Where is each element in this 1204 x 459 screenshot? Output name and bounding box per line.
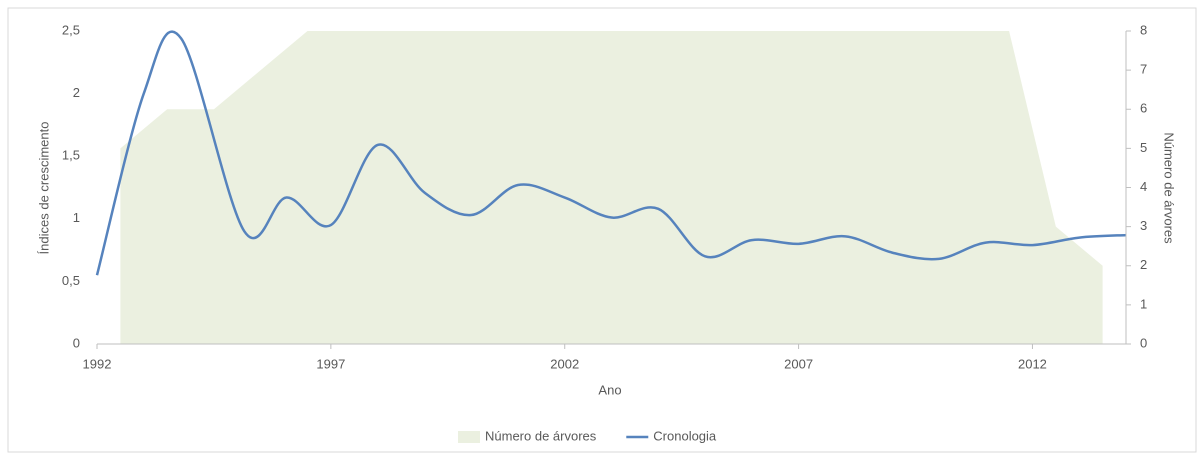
y-tick-label: 0,5 [62,273,80,288]
y-tick-label: 2,5 [62,22,80,37]
x-tick-label: 2002 [550,356,579,371]
x-axis-label: Ano [598,382,621,397]
y2-tick-label: 0 [1140,335,1147,350]
y-tick-label: 1,5 [62,148,80,163]
x-tick-label: 2007 [784,356,813,371]
y2-tick-label: 1 [1140,296,1147,311]
area [120,31,1103,344]
y2-tick-label: 5 [1140,140,1147,155]
y2-axis-label: Número de árvores [1162,132,1177,244]
y2-tick-label: 6 [1140,101,1147,116]
x-tick-label: 1992 [83,356,112,371]
y2-tick-label: 4 [1140,179,1147,194]
legend-label: Cronologia [653,428,717,443]
y2-tick-label: 8 [1140,22,1147,37]
y-tick-label: 0 [73,335,80,350]
y-tick-label: 2 [73,85,80,100]
line [95,30,1127,276]
x-tick-label: 1997 [316,356,345,371]
legend-label: Número de árvores [485,428,597,443]
y2-tick-label: 2 [1140,257,1147,272]
x-tick-label: 2012 [1018,356,1047,371]
y2-tick-label: 3 [1140,218,1147,233]
legend-swatch [458,431,480,443]
y-tick-label: 1 [73,210,80,225]
y-axis-label: Índices de crescimento [36,122,51,255]
y2-tick-label: 7 [1140,62,1147,77]
